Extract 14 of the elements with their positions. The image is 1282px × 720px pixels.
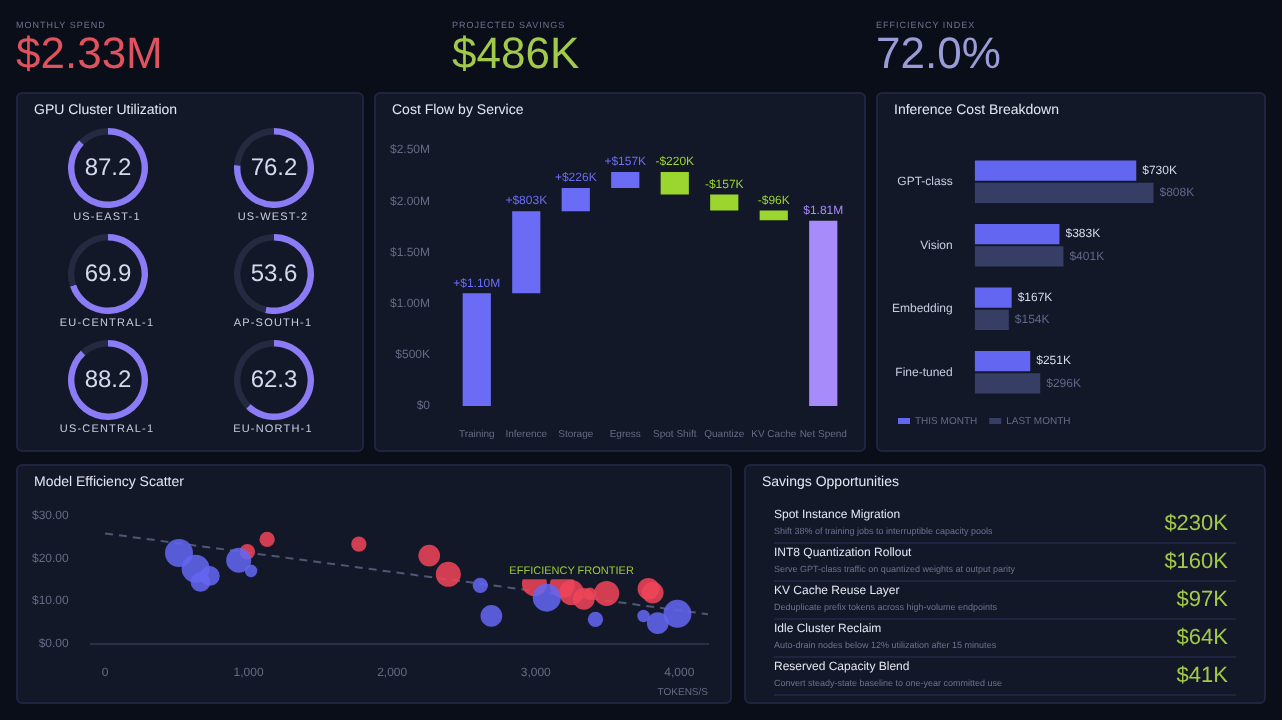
data-label: 76.2 <box>249 152 297 181</box>
text: $160K <box>1164 550 1228 574</box>
data-label: 53.6 <box>249 258 297 287</box>
text: $41K <box>1176 664 1228 688</box>
data-label: 62.3 <box>249 364 297 393</box>
text: $2.33M <box>16 28 163 78</box>
data-label: 88.2 <box>83 364 131 393</box>
data-label: 69.9 <box>83 258 131 287</box>
text: 72.0% <box>876 28 1001 78</box>
text: $230K <box>1164 512 1228 536</box>
text: $486K <box>452 28 580 78</box>
text: $97K <box>1176 588 1228 612</box>
data-label: 87.2 <box>83 152 131 181</box>
text: $64K <box>1176 626 1228 650</box>
